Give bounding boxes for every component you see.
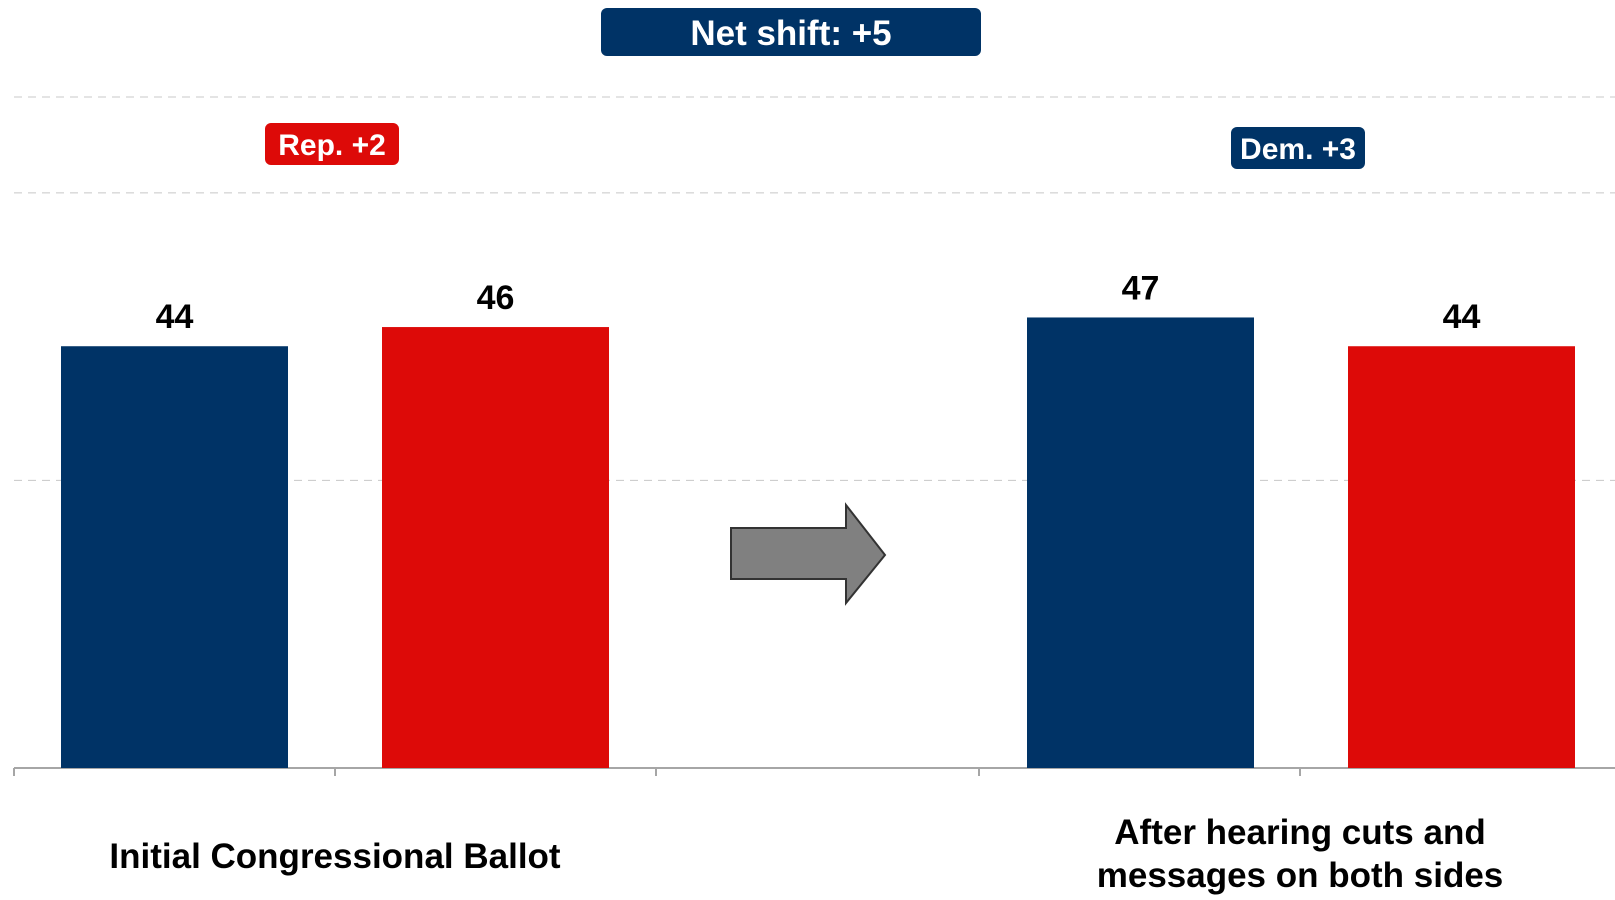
bar-republican (1348, 346, 1575, 768)
bar-democrat (1027, 317, 1254, 768)
net-shift-badge (601, 8, 981, 56)
category-label: After hearing cuts and (1114, 813, 1485, 852)
net-shift-text: Net shift: +5 (690, 14, 891, 53)
category-label: Initial Congressional Ballot (109, 837, 561, 876)
category-label: messages on both sides (1097, 856, 1504, 895)
bar-democrat (61, 346, 288, 768)
margin-badge-text: Rep. +2 (278, 129, 386, 162)
margin-badge (265, 123, 399, 165)
data-label: 46 (477, 279, 515, 317)
bar-republican (382, 327, 609, 768)
right-arrow-icon (730, 502, 887, 606)
margin-badge (1231, 127, 1365, 169)
data-label: 44 (156, 298, 194, 336)
data-label: 44 (1443, 298, 1481, 336)
data-label: 47 (1122, 269, 1160, 307)
margin-badge-text: Dem. +3 (1240, 133, 1356, 166)
